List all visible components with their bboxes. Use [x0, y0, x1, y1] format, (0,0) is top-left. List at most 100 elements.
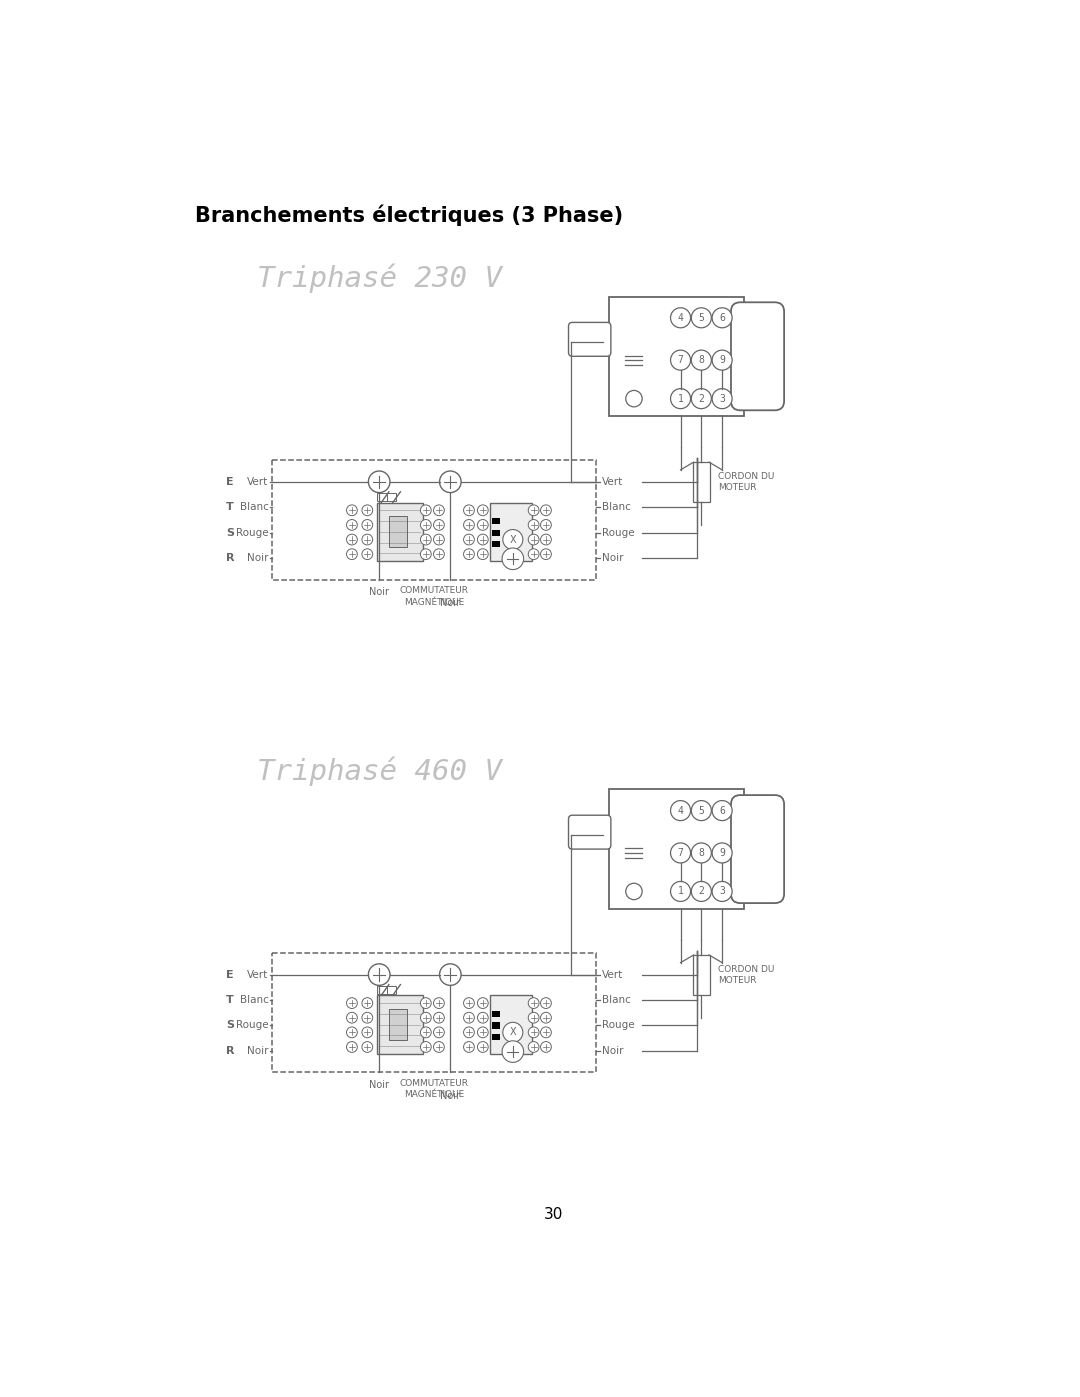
Bar: [489, 503, 532, 562]
Bar: [387, 986, 395, 993]
Text: 6: 6: [719, 806, 725, 816]
Text: Vert: Vert: [247, 970, 269, 979]
Text: Noir: Noir: [247, 1046, 269, 1056]
Bar: [492, 1034, 500, 1039]
Text: 5: 5: [699, 313, 704, 323]
Circle shape: [671, 307, 690, 328]
Circle shape: [463, 1027, 474, 1038]
Bar: [492, 529, 500, 535]
Circle shape: [712, 388, 732, 409]
Circle shape: [420, 1027, 431, 1038]
Circle shape: [528, 1042, 539, 1052]
FancyBboxPatch shape: [568, 816, 611, 849]
Text: 3: 3: [719, 394, 725, 404]
Circle shape: [433, 504, 444, 515]
Circle shape: [433, 997, 444, 1009]
Circle shape: [503, 1023, 523, 1042]
Text: CORDON DU
MOTEUR: CORDON DU MOTEUR: [718, 965, 774, 985]
Text: 9: 9: [719, 848, 725, 858]
Circle shape: [691, 842, 712, 863]
Circle shape: [433, 549, 444, 560]
Circle shape: [433, 1027, 444, 1038]
Circle shape: [362, 997, 373, 1009]
Circle shape: [362, 549, 373, 560]
Circle shape: [463, 549, 474, 560]
Circle shape: [368, 964, 390, 985]
Text: E: E: [227, 476, 234, 486]
Circle shape: [420, 549, 431, 560]
Bar: [609, 789, 744, 909]
Circle shape: [347, 534, 357, 545]
Text: S: S: [226, 528, 234, 538]
Circle shape: [541, 1042, 552, 1052]
Text: COMMUTATEUR
MAGNÉTIQUE: COMMUTATEUR MAGNÉTIQUE: [400, 585, 469, 606]
Text: 30: 30: [544, 1207, 563, 1222]
Bar: [387, 493, 395, 502]
Text: T: T: [226, 502, 234, 513]
Text: Rouge: Rouge: [235, 528, 269, 538]
Text: 9: 9: [719, 355, 725, 365]
Text: Blanc: Blanc: [240, 502, 269, 513]
Circle shape: [433, 1042, 444, 1052]
Circle shape: [463, 520, 474, 531]
Circle shape: [541, 534, 552, 545]
Bar: [492, 1023, 500, 1028]
Circle shape: [420, 1013, 431, 1023]
Circle shape: [477, 534, 488, 545]
Bar: [377, 986, 387, 993]
Circle shape: [347, 504, 357, 515]
Text: Noir: Noir: [441, 1091, 460, 1101]
Circle shape: [541, 997, 552, 1009]
Text: Vert: Vert: [247, 476, 269, 486]
Text: 2: 2: [699, 394, 704, 404]
Circle shape: [528, 1027, 539, 1038]
Circle shape: [528, 549, 539, 560]
Circle shape: [477, 504, 488, 515]
Circle shape: [671, 388, 690, 409]
Text: CORDON DU
MOTEUR: CORDON DU MOTEUR: [718, 472, 774, 492]
Text: S: S: [226, 1020, 234, 1031]
Circle shape: [463, 997, 474, 1009]
Circle shape: [463, 534, 474, 545]
Bar: [492, 541, 500, 548]
Text: Branchements électriques (3 Phase): Branchements électriques (3 Phase): [195, 204, 623, 226]
Text: Triphasé 230 V: Triphasé 230 V: [257, 264, 502, 293]
Bar: [389, 1009, 407, 1039]
Text: R: R: [226, 553, 234, 563]
Circle shape: [433, 520, 444, 531]
Bar: [272, 953, 596, 1073]
Circle shape: [528, 520, 539, 531]
Circle shape: [541, 549, 552, 560]
Circle shape: [671, 842, 690, 863]
Text: Noir: Noir: [602, 553, 623, 563]
Circle shape: [502, 1041, 524, 1062]
Circle shape: [671, 800, 690, 820]
Circle shape: [362, 534, 373, 545]
Circle shape: [691, 351, 712, 370]
Circle shape: [477, 549, 488, 560]
Text: Vert: Vert: [602, 476, 623, 486]
Bar: [389, 517, 407, 548]
Text: Rouge: Rouge: [602, 1020, 635, 1031]
Circle shape: [362, 1042, 373, 1052]
Circle shape: [347, 1027, 357, 1038]
Circle shape: [528, 1013, 539, 1023]
Circle shape: [347, 997, 357, 1009]
Text: T: T: [226, 995, 234, 1004]
Text: 5: 5: [699, 806, 704, 816]
Text: X: X: [510, 535, 516, 545]
Circle shape: [712, 351, 732, 370]
Bar: [377, 493, 387, 502]
Circle shape: [433, 534, 444, 545]
Circle shape: [463, 504, 474, 515]
Circle shape: [420, 997, 431, 1009]
Text: 3: 3: [719, 887, 725, 897]
Circle shape: [362, 504, 373, 515]
Text: COMMUTATEUR
MAGNÉTIQUE: COMMUTATEUR MAGNÉTIQUE: [400, 1078, 469, 1099]
Text: Blanc: Blanc: [240, 995, 269, 1004]
Text: 1: 1: [677, 394, 684, 404]
Circle shape: [712, 882, 732, 901]
Text: 2: 2: [699, 887, 704, 897]
Text: E: E: [227, 970, 234, 979]
Circle shape: [691, 307, 712, 328]
